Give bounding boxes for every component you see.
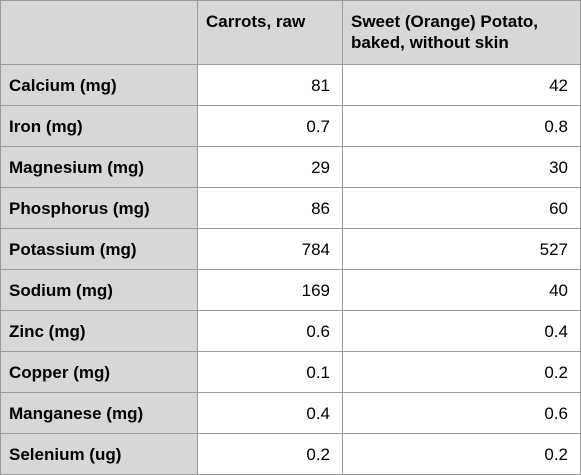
- column-header-sweet-potato: Sweet (Orange) Potato, baked, without sk…: [342, 0, 581, 65]
- cell-sweet-potato-phosphorus: 60: [342, 187, 581, 229]
- cell-carrots-zinc: 0.6: [197, 310, 343, 352]
- cell-sweet-potato-calcium: 42: [342, 64, 581, 106]
- row-label-selenium: Selenium (ug): [0, 433, 198, 475]
- table-row: Iron (mg) 0.7 0.8: [0, 105, 581, 147]
- row-label-sodium: Sodium (mg): [0, 269, 198, 311]
- table-row: Potassium (mg) 784 527: [0, 228, 581, 270]
- cell-sweet-potato-iron: 0.8: [342, 105, 581, 147]
- header-row: Carrots, raw Sweet (Orange) Potato, bake…: [0, 0, 581, 65]
- cell-sweet-potato-selenium: 0.2: [342, 433, 581, 475]
- cell-carrots-potassium: 784: [197, 228, 343, 270]
- cell-sweet-potato-sodium: 40: [342, 269, 581, 311]
- cell-carrots-sodium: 169: [197, 269, 343, 311]
- corner-header-cell: [0, 0, 198, 65]
- cell-sweet-potato-magnesium: 30: [342, 146, 581, 188]
- row-label-zinc: Zinc (mg): [0, 310, 198, 352]
- row-label-magnesium: Magnesium (mg): [0, 146, 198, 188]
- cell-carrots-calcium: 81: [197, 64, 343, 106]
- cell-sweet-potato-manganese: 0.6: [342, 392, 581, 434]
- cell-sweet-potato-zinc: 0.4: [342, 310, 581, 352]
- cell-carrots-copper: 0.1: [197, 351, 343, 393]
- row-label-calcium: Calcium (mg): [0, 64, 198, 106]
- row-label-manganese: Manganese (mg): [0, 392, 198, 434]
- cell-sweet-potato-potassium: 527: [342, 228, 581, 270]
- table-row: Magnesium (mg) 29 30: [0, 146, 581, 188]
- cell-carrots-phosphorus: 86: [197, 187, 343, 229]
- cell-carrots-selenium: 0.2: [197, 433, 343, 475]
- table-row: Sodium (mg) 169 40: [0, 269, 581, 311]
- table-row: Phosphorus (mg) 86 60: [0, 187, 581, 229]
- column-header-carrots: Carrots, raw: [197, 0, 343, 65]
- cell-carrots-iron: 0.7: [197, 105, 343, 147]
- cell-sweet-potato-copper: 0.2: [342, 351, 581, 393]
- cell-carrots-magnesium: 29: [197, 146, 343, 188]
- table-row: Copper (mg) 0.1 0.2: [0, 351, 581, 393]
- row-label-copper: Copper (mg): [0, 351, 198, 393]
- table-row: Calcium (mg) 81 42: [0, 64, 581, 106]
- table-row: Selenium (ug) 0.2 0.2: [0, 433, 581, 475]
- row-label-phosphorus: Phosphorus (mg): [0, 187, 198, 229]
- row-label-iron: Iron (mg): [0, 105, 198, 147]
- table-row: Manganese (mg) 0.4 0.6: [0, 392, 581, 434]
- cell-carrots-manganese: 0.4: [197, 392, 343, 434]
- table-row: Zinc (mg) 0.6 0.4: [0, 310, 581, 352]
- row-label-potassium: Potassium (mg): [0, 228, 198, 270]
